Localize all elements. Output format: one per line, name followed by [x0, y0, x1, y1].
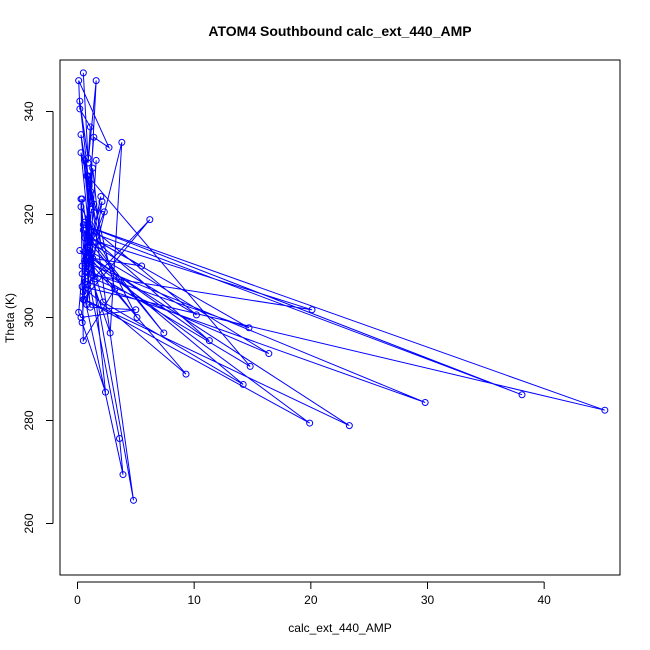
- chart-title: ATOM4 Southbound calc_ext_440_AMP: [208, 23, 471, 39]
- x-tick-label: 20: [304, 593, 318, 607]
- data-point: [86, 123, 94, 131]
- data-point: [601, 406, 609, 414]
- data-point: [132, 306, 140, 314]
- data-point: [265, 350, 273, 358]
- data-point: [84, 159, 92, 167]
- data-point: [79, 226, 87, 234]
- data-point: [83, 301, 91, 309]
- data-point: [88, 229, 95, 237]
- data-point: [77, 195, 85, 203]
- data-point: [146, 216, 154, 224]
- y-tick-label: 340: [22, 101, 36, 121]
- x-axis-label: calc_ext_440_AMP: [288, 621, 391, 635]
- data-point: [90, 200, 98, 208]
- data-point: [79, 69, 87, 77]
- data-point: [90, 133, 98, 141]
- series-line: [78, 72, 605, 501]
- data-point: [116, 435, 123, 443]
- y-tick-label: 300: [22, 307, 36, 327]
- x-tick-label: 0: [74, 593, 81, 607]
- data-point: [76, 97, 84, 105]
- data-point: [79, 288, 87, 296]
- data-point: [78, 319, 86, 327]
- data-point: [92, 156, 100, 164]
- x-tick-label: 10: [187, 593, 201, 607]
- data-point: [97, 192, 105, 200]
- data-point: [85, 180, 93, 188]
- data-point: [77, 203, 85, 211]
- data-point: [86, 239, 94, 247]
- data-point: [75, 77, 83, 85]
- data-point: [133, 314, 141, 321]
- data-point: [82, 277, 90, 285]
- y-tick-label: 320: [22, 204, 36, 224]
- data-point: [77, 131, 85, 139]
- data-point: [182, 370, 190, 378]
- y-axis-label: Theta (K): [3, 293, 17, 343]
- data-point: [99, 298, 107, 306]
- data-point: [78, 270, 86, 278]
- data-point: [306, 419, 314, 427]
- data-point: [138, 262, 146, 270]
- data-point: [85, 182, 93, 190]
- data-point: [105, 144, 113, 152]
- data-point: [193, 311, 200, 319]
- data-point: [86, 221, 94, 229]
- data-point: [83, 249, 91, 257]
- x-tick-label: 30: [421, 593, 435, 607]
- data-point: [246, 362, 254, 370]
- data-point: [239, 380, 247, 388]
- data-point: [160, 329, 168, 337]
- data-point: [89, 164, 97, 172]
- data-point: [205, 337, 213, 345]
- data-point: [77, 149, 85, 157]
- data-point: [77, 314, 85, 321]
- data-point: [245, 324, 253, 332]
- data-point: [92, 77, 100, 85]
- data-point: [81, 234, 88, 242]
- data-point: [91, 275, 99, 283]
- y-tick-label: 260: [22, 513, 36, 533]
- data-point: [84, 259, 92, 267]
- data-point: [345, 422, 353, 430]
- y-tick-label: 280: [22, 410, 36, 430]
- data-point: [106, 329, 114, 337]
- x-tick-label: 40: [537, 593, 551, 607]
- data-point: [308, 306, 316, 314]
- data-point: [84, 172, 92, 180]
- series-layer: [75, 69, 609, 504]
- x-axis: 0 10 20 30 40: [74, 581, 551, 607]
- data-point: [111, 285, 119, 293]
- y-axis: 260 280 300 320 340: [22, 101, 54, 534]
- data-point: [118, 138, 126, 146]
- data-point: [98, 198, 106, 206]
- data-point: [86, 187, 94, 195]
- data-point: [130, 496, 137, 504]
- data-point: [78, 283, 86, 291]
- data-point: [518, 391, 526, 399]
- data-point: [76, 105, 84, 113]
- plot-frame: [59, 59, 621, 576]
- data-point: [102, 388, 109, 396]
- data-point: [83, 254, 91, 262]
- data-point: [119, 471, 127, 479]
- data-point: [100, 208, 108, 216]
- data-point: [421, 398, 429, 406]
- data-point: [97, 241, 105, 249]
- data-point: [79, 337, 87, 345]
- data-point: [79, 221, 87, 229]
- data-point: [78, 262, 86, 270]
- data-point: [76, 247, 84, 255]
